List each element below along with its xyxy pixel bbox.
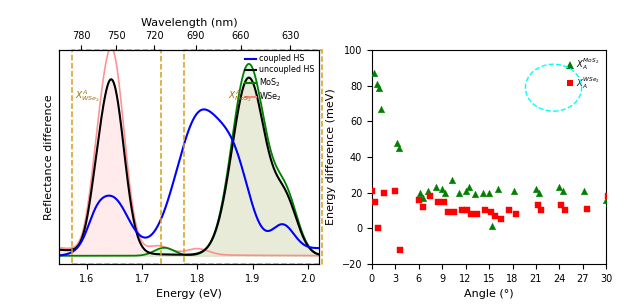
Point xyxy=(478,190,488,195)
Point xyxy=(534,190,544,195)
Point xyxy=(579,188,589,193)
Point xyxy=(371,82,381,87)
Point xyxy=(504,208,514,213)
Point xyxy=(390,188,401,193)
Point xyxy=(440,190,450,195)
Point xyxy=(464,185,474,190)
Point xyxy=(379,190,389,195)
Point xyxy=(556,203,566,208)
Point xyxy=(449,210,459,215)
Point xyxy=(484,190,494,195)
Point xyxy=(489,214,499,218)
Point xyxy=(419,204,429,209)
Legend: $X^{MoS_2}_{A}$, $X^{WSe_2}_{A}$: $X^{MoS_2}_{A}$, $X^{WSe_2}_{A}$ xyxy=(566,55,602,92)
Point xyxy=(486,210,496,215)
Point xyxy=(531,187,541,192)
Point xyxy=(457,208,467,213)
Point xyxy=(433,199,443,204)
Point xyxy=(439,199,449,204)
Point xyxy=(509,188,519,193)
Point xyxy=(480,208,490,213)
Point xyxy=(602,194,612,199)
Bar xyxy=(184,50,321,264)
X-axis label: Energy (eV): Energy (eV) xyxy=(156,289,222,299)
Point xyxy=(461,188,471,193)
Point xyxy=(454,190,464,195)
Point xyxy=(423,188,433,193)
Text: $X^{A}_{WSe_2}$: $X^{A}_{WSe_2}$ xyxy=(75,88,100,104)
Point xyxy=(369,71,379,76)
X-axis label: Wavelength (nm): Wavelength (nm) xyxy=(141,18,238,28)
Point xyxy=(601,197,611,202)
Point xyxy=(442,210,452,215)
Point xyxy=(395,247,405,252)
Point xyxy=(462,208,472,213)
Point xyxy=(376,107,386,112)
Point xyxy=(446,178,456,183)
Point xyxy=(367,188,377,193)
Point xyxy=(582,206,592,211)
Y-axis label: Reflectance difference: Reflectance difference xyxy=(44,94,54,220)
Point xyxy=(394,146,404,151)
Point xyxy=(554,185,564,190)
Point xyxy=(511,212,521,217)
Point xyxy=(415,190,425,195)
Point xyxy=(426,194,436,199)
Point xyxy=(604,201,614,206)
Bar xyxy=(71,50,161,264)
Y-axis label: Energy difference (meV): Energy difference (meV) xyxy=(326,89,336,225)
X-axis label: Angle (°): Angle (°) xyxy=(464,289,514,299)
Text: $X^{A}_{MoS_2}$: $X^{A}_{MoS_2}$ xyxy=(228,88,252,104)
Point xyxy=(374,85,384,90)
Legend: coupled HS, uncoupled HS, MoS$_2$, WSe$_2$: coupled HS, uncoupled HS, MoS$_2$, WSe$_… xyxy=(245,54,315,103)
Point xyxy=(558,188,568,193)
Point xyxy=(431,185,441,190)
Point xyxy=(418,196,428,200)
Point xyxy=(466,212,476,217)
Point xyxy=(470,192,480,197)
Point xyxy=(488,224,498,229)
Point xyxy=(532,203,542,208)
Point xyxy=(560,208,570,213)
Point xyxy=(607,212,617,217)
Point xyxy=(414,197,424,202)
Point xyxy=(392,140,402,145)
Point xyxy=(494,187,504,192)
Point xyxy=(536,208,546,213)
Point xyxy=(472,212,482,217)
Point xyxy=(373,226,383,231)
Point xyxy=(496,217,506,222)
Point xyxy=(438,187,448,192)
Point xyxy=(370,199,380,204)
